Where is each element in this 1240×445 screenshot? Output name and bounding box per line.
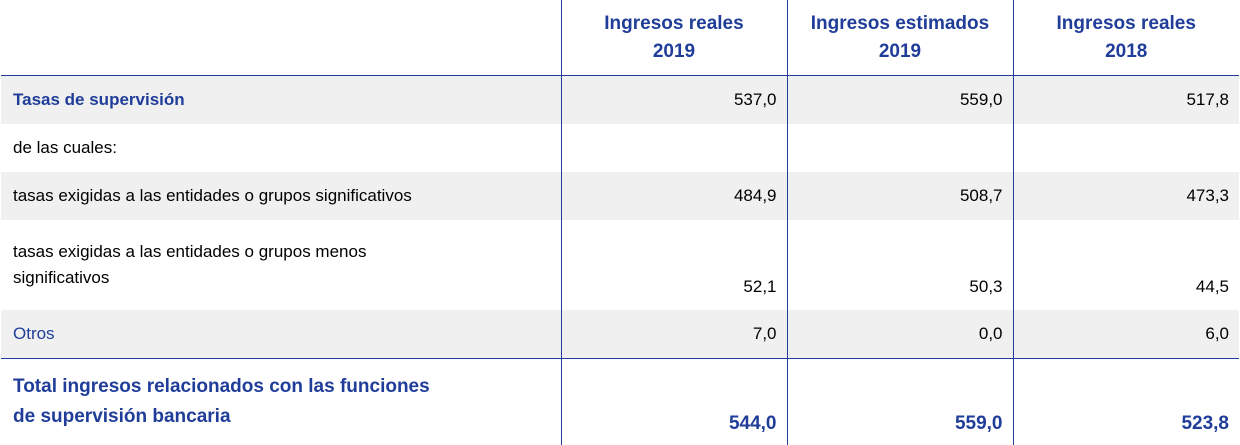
cell-value: 6,0 <box>1013 310 1239 359</box>
row-label: tasas exigidas a las entidades o grupos … <box>1 220 561 310</box>
row-label: Tasas de supervisión <box>1 76 561 125</box>
cell-value: 0,0 <box>787 310 1013 359</box>
column-header: Ingresos reales 2018 <box>1013 0 1239 76</box>
table-row: tasas exigidas a las entidades o grupos … <box>1 220 1239 310</box>
row-label: tasas exigidas a las entidades o grupos … <box>1 172 561 220</box>
header-row: Ingresos reales 2019 Ingresos estimados … <box>1 0 1239 76</box>
total-value: 559,0 <box>787 359 1013 445</box>
cell-value: 537,0 <box>561 76 787 125</box>
row-label-line1: tasas exigidas a las entidades o grupos … <box>13 242 366 261</box>
cell-value: 559,0 <box>787 76 1013 125</box>
column-header-line1: Ingresos reales <box>1057 13 1196 34</box>
cell-value: 44,5 <box>1013 220 1239 310</box>
cell-value: 508,7 <box>787 172 1013 220</box>
total-label-line1: Total ingresos relacionados con las func… <box>13 376 430 397</box>
row-label: Otros <box>1 310 561 359</box>
total-label-line2: de supervisión bancaria <box>13 406 231 427</box>
cell-value: 517,8 <box>1013 76 1239 125</box>
cell-value <box>561 124 787 172</box>
cell-value <box>1013 124 1239 172</box>
total-value: 523,8 <box>1013 359 1239 445</box>
table-row: Otros 7,0 0,0 6,0 <box>1 310 1239 359</box>
total-label: Total ingresos relacionados con las func… <box>1 359 561 445</box>
column-header: Ingresos reales 2019 <box>561 0 787 76</box>
cell-value: 473,3 <box>1013 172 1239 220</box>
table-row: tasas exigidas a las entidades o grupos … <box>1 172 1239 220</box>
column-header-line2: 2019 <box>653 41 695 62</box>
cell-value: 50,3 <box>787 220 1013 310</box>
cell-value: 52,1 <box>561 220 787 310</box>
total-value: 544,0 <box>561 359 787 445</box>
column-header: Ingresos estimados 2019 <box>787 0 1013 76</box>
cell-value <box>787 124 1013 172</box>
table-row: de las cuales: <box>1 124 1239 172</box>
header-blank-cell <box>1 0 561 76</box>
column-header-line2: 2019 <box>879 41 921 62</box>
table-row: Tasas de supervisión 537,0 559,0 517,8 <box>1 76 1239 125</box>
column-header-line1: Ingresos estimados <box>811 13 989 34</box>
row-label-line2: significativos <box>13 268 109 287</box>
column-header-line1: Ingresos reales <box>604 13 743 34</box>
row-label: de las cuales: <box>1 124 561 172</box>
cell-value: 7,0 <box>561 310 787 359</box>
cell-value: 484,9 <box>561 172 787 220</box>
total-row: Total ingresos relacionados con las func… <box>1 359 1239 445</box>
column-header-line2: 2018 <box>1105 41 1147 62</box>
